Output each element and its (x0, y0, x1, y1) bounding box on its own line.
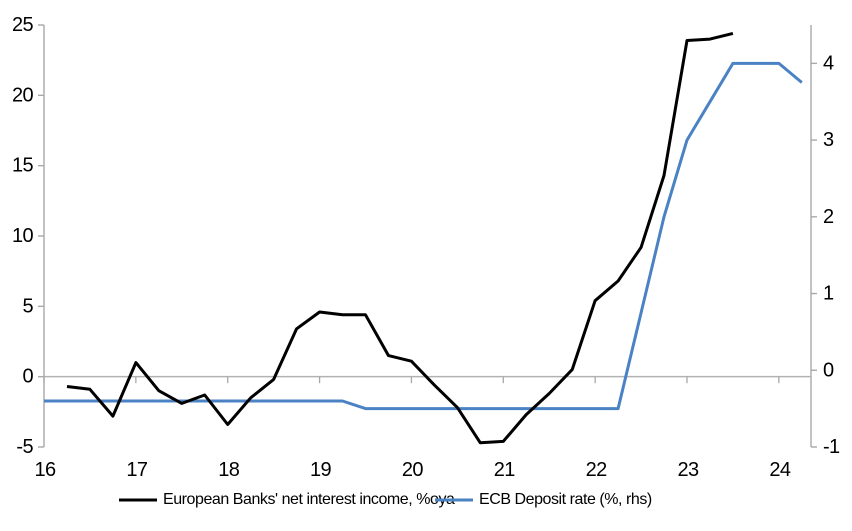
left-axis-tick-label: 25 (12, 14, 34, 36)
net-interest-income-line (66, 31, 734, 445)
x-axis-tick-label: 17 (126, 459, 148, 481)
x-axis-tick-label: 23 (677, 459, 699, 481)
right-axis-tick-label: 3 (823, 129, 834, 151)
right-axis-tick-label: -1 (823, 436, 840, 458)
legend-item-net-interest-income: European Banks' net interest income, %oy… (119, 489, 455, 511)
x-axis-tick-label: 16 (34, 459, 56, 481)
legend-item-ecb-deposit-rate: ECB Deposit rate (%, rhs) (435, 489, 652, 511)
blue-line-swatch (435, 498, 473, 502)
x-axis-tick-label: 20 (402, 459, 424, 481)
left-axis-tick-label: 20 (12, 84, 34, 106)
x-axis-tick-label: 19 (310, 459, 332, 481)
x-axis-tick-label: 18 (218, 459, 240, 481)
legend-label-ecb-deposit-rate: ECB Deposit rate (%, rhs) (479, 491, 652, 508)
right-axis-tick-label: 0 (823, 359, 834, 381)
ecb-deposit-rate-line (44, 61, 803, 411)
black-line-swatch (119, 498, 157, 502)
left-axis-tick-label: 0 (22, 366, 33, 388)
x-axis-tick-label: 21 (494, 459, 516, 481)
left-axis-tick-label: 15 (12, 155, 34, 177)
x-axis-tick-label: 24 (769, 459, 791, 481)
right-axis-tick-label: 4 (823, 52, 834, 74)
left-axis-tick-label: 10 (12, 225, 34, 247)
right-axis-tick-label: 2 (823, 206, 834, 228)
left-axis-tick-label: 5 (22, 295, 33, 317)
right-axis-tick-label: 1 (823, 283, 834, 305)
left-axis-tick-label: -5 (16, 436, 33, 458)
legend-label-net-interest-income: European Banks' net interest income, %oy… (163, 491, 455, 508)
x-axis-tick-label: 22 (586, 459, 608, 481)
